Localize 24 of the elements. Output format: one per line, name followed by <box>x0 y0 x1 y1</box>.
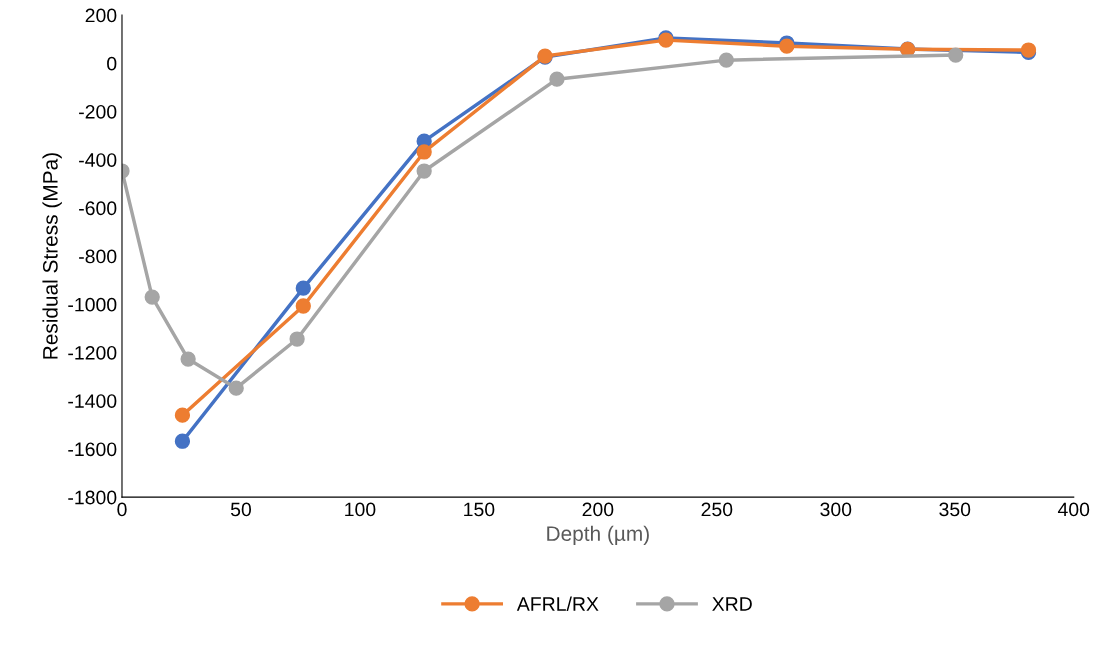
y-tick-label: 0 <box>107 56 117 71</box>
x-axis-title: Depth (µm) <box>547 525 649 546</box>
y-tick-label: -1600 <box>68 442 117 457</box>
y-tick-label: -1200 <box>68 345 117 360</box>
y-tick-label: 200 <box>85 8 117 23</box>
y-tick-label: -800 <box>79 249 117 264</box>
y-tick-label: -200 <box>79 104 117 119</box>
x-tick-label: 200 <box>582 502 614 517</box>
x-tick-label: 350 <box>939 502 971 517</box>
y-tick-label: -1800 <box>68 490 117 505</box>
y-tick-label: -1000 <box>68 297 117 312</box>
y-tick-label: -400 <box>79 153 117 167</box>
y-axis-title: Residual Stress (MPa) <box>42 153 62 359</box>
x-tick-label: 250 <box>701 502 733 517</box>
x-tick-label: 300 <box>820 502 852 517</box>
x-tick-label: 50 <box>230 502 252 517</box>
y-tick-label: -1400 <box>68 394 117 408</box>
x-tick-label: 100 <box>345 502 376 517</box>
x-tick-label: 400 <box>1057 502 1090 517</box>
legend-label: XRD <box>712 597 752 611</box>
x-tick-label: 150 <box>464 502 495 517</box>
legend-label: AFRL/RX <box>516 596 599 611</box>
x-tick-label: 0 <box>117 502 127 517</box>
y-tick-label: -600 <box>79 201 117 216</box>
